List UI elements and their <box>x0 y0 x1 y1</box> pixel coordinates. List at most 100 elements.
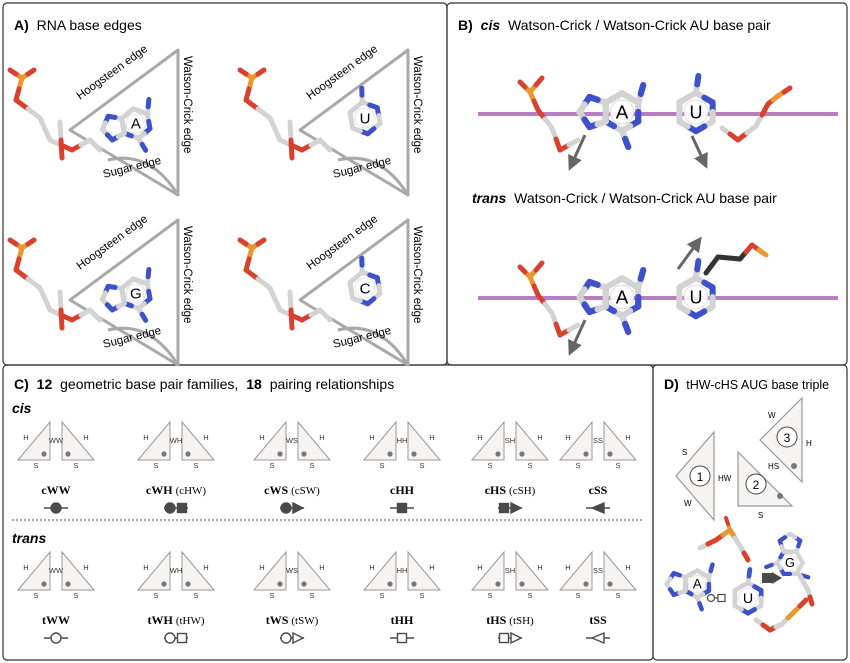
lw-symbol <box>164 632 188 644</box>
edge-letter: H <box>203 433 208 442</box>
glycosidic-bond-dot <box>607 451 613 457</box>
edge-letter: S <box>153 461 158 470</box>
pair-label: HH <box>397 566 408 575</box>
edge-letter: S <box>73 461 78 470</box>
edge-letter: H <box>806 439 812 448</box>
strand-direction-arrow <box>676 236 702 270</box>
base-letter: U <box>690 103 703 123</box>
bond <box>92 142 103 153</box>
edge-letter: S <box>758 511 763 520</box>
glycosidic-bond-dot <box>301 581 307 587</box>
lw-symbol <box>280 631 305 645</box>
bond <box>376 113 383 126</box>
edge-letter: S <box>379 591 384 600</box>
family-code: cWS <box>264 483 288 497</box>
glycosidic-bond-dot <box>387 451 393 457</box>
pyrimidine-base: U <box>732 567 764 616</box>
pair-label: SS <box>593 436 603 445</box>
nucleotide-triangle-left <box>558 420 593 461</box>
triangle-symbol <box>292 501 305 515</box>
glycosidic-bond-dot <box>185 451 191 457</box>
panel-c-frame <box>2 364 654 661</box>
square-symbol <box>396 632 408 644</box>
pair-label: WH <box>170 566 183 575</box>
edge-letter: S <box>527 591 532 600</box>
nucleotide-triangle-right <box>407 420 442 461</box>
bond <box>322 312 333 323</box>
bond <box>145 266 152 280</box>
edge-letter: H <box>83 433 88 442</box>
bond <box>119 285 126 299</box>
family-name: tSS <box>589 613 607 627</box>
bond <box>746 567 753 579</box>
trans-family-tWW: H H S S WW tWW <box>16 550 96 644</box>
glycosidic-bond-dot <box>387 581 393 587</box>
glycosidic-bond-dot <box>777 493 783 499</box>
family-code: cSS <box>589 483 608 497</box>
bond <box>708 562 715 574</box>
pair-label: WS <box>286 436 298 445</box>
bond <box>146 288 153 302</box>
family-alt-code: (cSH) <box>509 485 536 497</box>
base-label-disc <box>354 107 376 129</box>
watson-crick-edge-label: Watson-Crick edge <box>411 226 423 323</box>
bond <box>797 597 809 609</box>
cis-row-label: cis <box>12 400 32 416</box>
bond <box>57 119 64 143</box>
family-code: tHS <box>486 613 506 627</box>
edge-letter: S <box>615 461 620 470</box>
sugar-edge-arc <box>107 326 180 366</box>
nucleotide-triangle-right <box>61 550 96 591</box>
family-code: cHH <box>390 483 415 497</box>
relationships-count: 18 <box>246 376 262 392</box>
edge-letter: S <box>487 591 492 600</box>
trans-family-tHS: H H S S SH tHS (tSH) <box>470 550 550 645</box>
purine-base: A <box>99 96 153 153</box>
panel-b-trans-title: Watson-Crick / Watson-Crick AU base pair <box>514 190 777 206</box>
pair-label: WH <box>170 436 183 445</box>
lw-symbol <box>498 501 523 515</box>
hoogsteen-edge-label: Hoogsteen edge <box>75 213 150 272</box>
pair-label: WW <box>49 436 64 445</box>
edge-letter: S <box>527 461 532 470</box>
pair-label: HH <box>397 436 408 445</box>
edge-letter: S <box>193 461 198 470</box>
triangle-symbol <box>590 501 605 515</box>
glycosidic-bond-dot <box>161 581 167 587</box>
hoogsteen-edge-label: Hoogsteen edge <box>75 43 150 102</box>
nucleotide-2-number: 2 <box>753 478 760 492</box>
panel-b: B) cis Watson-Crick / Watson-Crick AU ba… <box>458 17 838 356</box>
families-count: 12 <box>37 376 53 392</box>
family-name: cHH <box>390 483 415 497</box>
nucleotide-3-number: 3 <box>784 431 791 445</box>
base-label-disc <box>609 284 635 310</box>
family-name: tWH (tHW) <box>147 613 204 627</box>
bond <box>25 67 37 77</box>
bond <box>517 264 528 275</box>
panel-d-frame <box>652 364 848 661</box>
triangle-symbol <box>590 631 605 645</box>
edge-letter: S <box>575 591 580 600</box>
nucleotide-triangle-right <box>181 550 216 591</box>
pair-label: WW <box>49 566 64 575</box>
nucleotide-triangle-right <box>603 420 638 461</box>
edge-letter: H <box>477 433 482 442</box>
bond <box>7 237 19 247</box>
bond <box>237 67 249 77</box>
bond <box>622 320 632 336</box>
edge-letter: H <box>429 433 434 442</box>
nucleotide-triangle-right <box>297 550 332 591</box>
glycosidic-bond-dot <box>519 581 525 587</box>
glycosidic-bond-dot <box>607 581 613 587</box>
base-letter: G <box>130 286 142 303</box>
family-name: cWS (cSW) <box>264 483 320 497</box>
cis-family-cWW: H H S S WW cWW <box>16 420 96 514</box>
bond <box>146 118 153 132</box>
bond <box>807 594 815 607</box>
lw-symbol <box>390 632 414 644</box>
base-label-disc <box>354 277 376 299</box>
edge-triangle <box>68 218 180 367</box>
